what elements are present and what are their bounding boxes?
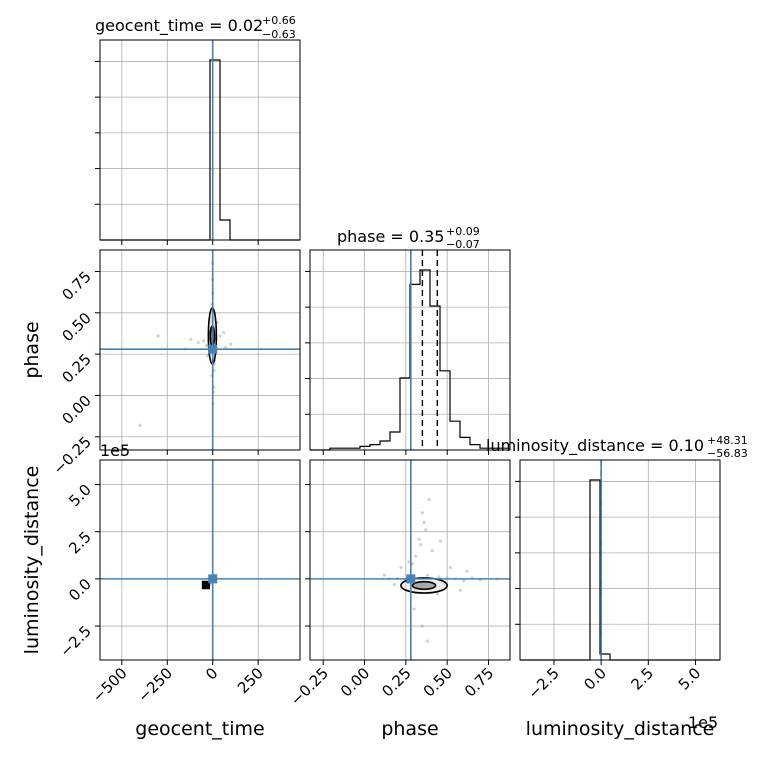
scatter-point [422,520,426,524]
geocent-time-title-plus: +0.66 [262,14,296,27]
phase-histogram-panel [305,249,511,455]
plot-area [100,250,300,450]
scatter-point [424,528,428,532]
scatter-point [437,575,441,579]
scatter-point [204,344,208,348]
phase-x-axis-label: phase [381,718,438,740]
scatter-point [189,337,193,341]
scatter-point [156,334,160,338]
scatter-point [412,607,416,611]
histogram-frame [519,459,721,661]
histogram-frame [99,39,301,241]
scatter-point [399,565,403,570]
scatter-point [206,354,210,358]
histogram-step [310,269,510,451]
scatter-point [196,340,200,345]
scatter-frame [99,249,301,451]
scatter-point [419,543,423,547]
scatter-frame [309,459,511,661]
scatter-point [435,592,439,596]
phase-y-axis-label: phase [21,321,43,378]
scatter-point [417,537,421,541]
histogram-frame [309,249,511,451]
scatter-point [465,569,469,573]
truth-marker [208,344,218,354]
scatter-point [392,582,396,587]
scatter-point [414,554,418,558]
luminosity-distance-x-axis-label: luminosity_distance [526,718,715,740]
plot-area [100,460,300,660]
luminosity-distance-y-axis-label: luminosity_distance [21,466,43,655]
scatter-point [430,548,434,553]
scatter-point [425,639,429,643]
plot-area [310,460,510,660]
scatter-frame [99,459,301,661]
luminosity-distance-y-offset-label: 1e5 [100,441,130,460]
scatter-point [420,624,424,628]
scatter-point [229,342,233,346]
scatter-point [420,511,424,515]
scatter-point [410,562,415,566]
scatter-point [382,573,386,577]
truth-marker [208,574,218,584]
scatter-point [218,334,222,338]
contour-level [411,580,437,591]
scatter-point [425,573,429,577]
scatter-point [223,345,228,350]
phase-title: phase = 0.35 [337,227,444,246]
luminosity-distance-title-plus: +48.31 [707,434,748,447]
phase-title-plus: +0.09 [446,225,480,238]
truth-marker [406,574,416,584]
luminosity-distance-title-minus: −56.83 [707,447,748,460]
scatter-point [458,588,463,592]
scatter-point [448,565,453,570]
geocent-time-histogram-panel [95,39,301,245]
scatter-point [407,560,411,564]
geocent-time-title-minus: −0.63 [262,28,296,41]
luminosity-distance-x-offset-label: 1e5 [688,713,718,732]
geocent-time-x-axis-label: geocent_time [135,718,264,740]
scatter-point [138,423,142,427]
phase-title-minus: −0.07 [446,238,480,251]
luminosity-distance-title: luminosity_distance = 0.10 [486,436,704,456]
geocent-time-title: geocent_time = 0.02 [95,16,263,36]
scatter-point [222,331,226,335]
scatter-point [462,579,466,583]
scatter-point [427,498,431,502]
density-core [201,580,210,590]
scatter-point [438,539,443,543]
scatter-point [202,339,206,343]
